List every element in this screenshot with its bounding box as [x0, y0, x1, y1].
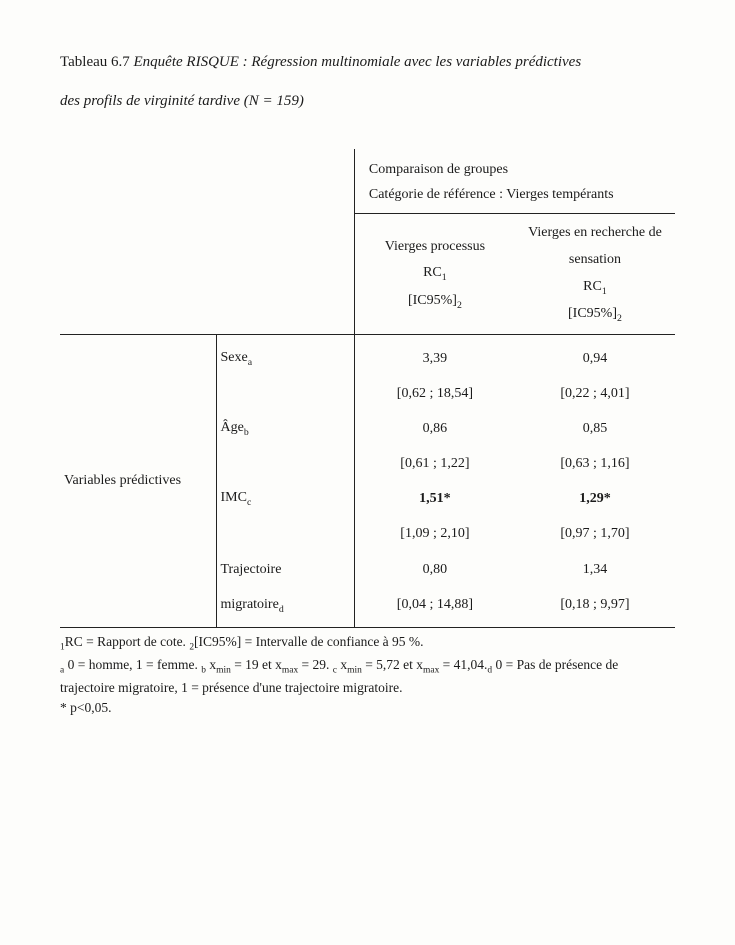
imc-g2-ic: [0,97 ; 1,70]	[515, 517, 675, 552]
note-line1: 1RC = Rapport de cote. 2[IC95%] = Interv…	[60, 632, 675, 655]
var-traj-l1: Trajectoire	[216, 553, 354, 588]
table-notes: 1RC = Rapport de cote. 2[IC95%] = Interv…	[60, 632, 675, 718]
hdr-group2-l2: RC1	[515, 274, 675, 301]
page: Tableau 6.7 Enquête RISQUE : Régression …	[0, 0, 735, 945]
sexe-g2-rc: 0,94	[515, 335, 675, 377]
table-caption-line1: Tableau 6.7 Enquête RISQUE : Régression …	[60, 48, 675, 77]
header-block: Comparaison de groupes Catégorie de réfé…	[354, 149, 675, 214]
hdr-comparison: Comparaison de groupes	[369, 157, 675, 182]
var-age: Âgeb	[216, 411, 354, 446]
caption-prefix: Tableau 6.7	[60, 54, 134, 70]
row-label-block: Variables prédictives	[60, 335, 216, 628]
var-sexe: Sexea	[216, 335, 354, 377]
table-wrap: Comparaison de groupes Catégorie de réfé…	[60, 149, 675, 628]
traj-g1-ic: [0,04 ; 14,88]	[354, 588, 515, 628]
sexe-g2-ic: [0,22 ; 4,01]	[515, 377, 675, 412]
note-line2: a 0 = homme, 1 = femme. b xmin = 19 et x…	[60, 655, 675, 698]
age-g1-ic: [0,61 ; 1,22]	[354, 447, 515, 482]
sexe-g1-rc: 3,39	[354, 335, 515, 377]
hdr-group1-l1: Vierges processus	[355, 234, 515, 261]
header-row-1: Comparaison de groupes Catégorie de réfé…	[60, 149, 675, 214]
hdr-group2-l1a: Vierges en recherche de	[515, 220, 675, 247]
age-g2-ic: [0,63 ; 1,16]	[515, 447, 675, 482]
caption-italic-1: Enquête RISQUE : Régression multinomiale…	[134, 54, 582, 70]
hdr-reference: Catégorie de référence : Vierges tempéra…	[369, 182, 675, 207]
note-line3: * p<0,05.	[60, 698, 675, 718]
age-g2-rc: 0,85	[515, 411, 675, 446]
hdr-group2-l1b: sensation	[515, 247, 675, 274]
var-traj-l2: migratoired	[216, 588, 354, 628]
var-imc: IMCc	[216, 481, 354, 516]
hdr-group1-l2: RC1	[355, 260, 515, 287]
age-g1-rc: 0,86	[354, 411, 515, 446]
traj-g1-rc: 0,80	[354, 553, 515, 588]
traj-g2-rc: 1,34	[515, 553, 675, 588]
hdr-group1-l3: [IC95%]2	[355, 288, 515, 315]
imc-g1-ic: [1,09 ; 2,10]	[354, 517, 515, 552]
sexe-g1-ic: [0,62 ; 18,54]	[354, 377, 515, 412]
imc-g2-rc: 1,29*	[515, 481, 675, 516]
table-caption-line2: des profils de virginité tardive (N = 15…	[60, 87, 675, 116]
hdr-group2: Vierges en recherche de sensation RC1 [I…	[515, 214, 675, 335]
bottom-border-row	[60, 628, 675, 629]
imc-g1-rc: 1,51*	[354, 481, 515, 516]
hdr-group1: Vierges processus RC1 [IC95%]2	[354, 214, 515, 335]
header-row-2: Vierges processus RC1 [IC95%]2 Vierges e…	[60, 214, 675, 335]
row-sexe-rc: Variables prédictives Sexea 3,39 0,94	[60, 335, 675, 377]
hdr-group2-l3: [IC95%]2	[515, 301, 675, 328]
traj-g2-ic: [0,18 ; 9,97]	[515, 588, 675, 628]
regression-table: Comparaison de groupes Catégorie de réfé…	[60, 149, 675, 628]
